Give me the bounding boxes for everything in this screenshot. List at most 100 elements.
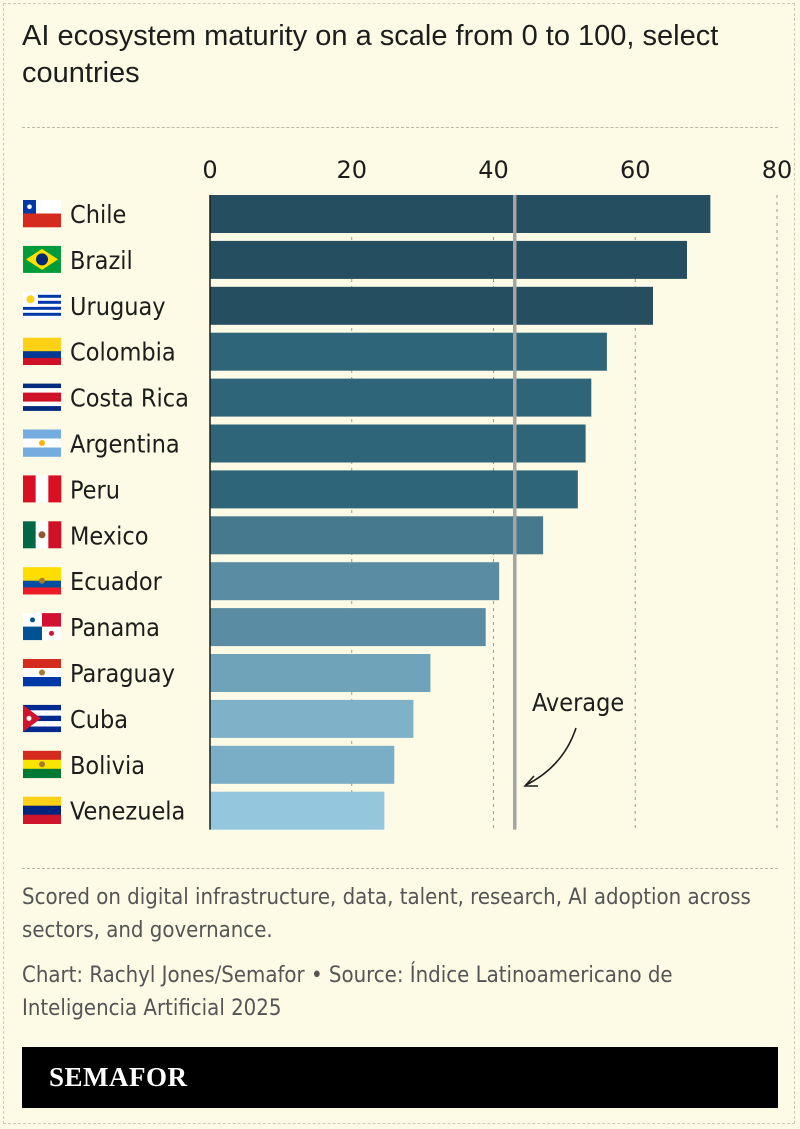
flag-emblem	[39, 440, 45, 446]
country-label: Chile	[70, 200, 126, 229]
flag-stripe	[23, 659, 61, 669]
flag-stripe	[23, 397, 61, 402]
bar-ecuador	[210, 562, 500, 601]
country-label: Argentina	[70, 430, 180, 459]
average-label: Average	[532, 688, 624, 717]
flag-quarter	[23, 626, 42, 641]
flag-peru-icon	[23, 475, 62, 503]
flag-stripe	[23, 429, 61, 439]
chart-description: Scored on digital infrastructure, data, …	[22, 885, 751, 943]
flag-chile-icon	[23, 200, 61, 228]
flag-stripe	[23, 726, 61, 733]
flag-triangle	[23, 704, 41, 732]
flag-stripe	[23, 291, 61, 295]
average-arrow-icon	[525, 727, 577, 786]
flag-stripe	[23, 814, 61, 824]
flag-stripe	[23, 750, 61, 761]
flag-stripe	[23, 805, 61, 815]
country-label: Panama	[70, 613, 160, 642]
flag-mexico-icon	[23, 521, 62, 549]
flag-stripe	[23, 401, 61, 407]
x-tick-label: 60	[620, 156, 651, 184]
flag-stripe	[35, 475, 49, 503]
bar-mexico	[210, 516, 544, 555]
chart-title: AI ecosystem maturity on a scale from 0 …	[22, 20, 719, 89]
bar-chart: 0 20 40 60 80 Chile Brazil Uruguay Colombia Costa…	[23, 156, 793, 830]
country-label: Bolivia	[70, 751, 145, 780]
flag-ecuador-icon	[23, 567, 61, 595]
flag-stripe	[23, 312, 61, 316]
flag-star	[30, 617, 35, 623]
arrowhead-icon	[523, 775, 538, 787]
flag-stripe	[23, 309, 61, 313]
bar-chile	[210, 195, 711, 233]
flag-cuba-icon	[23, 704, 61, 733]
bar-argentina	[210, 424, 586, 463]
flag-stripe	[23, 715, 61, 722]
chart-frame	[3, 3, 795, 1124]
flag-stripe	[23, 351, 61, 359]
bar-colombia	[210, 332, 607, 371]
flag-star	[26, 715, 32, 721]
flag-bolivia-icon	[23, 750, 61, 779]
flag-stripe	[23, 796, 61, 806]
flag-stripe	[23, 297, 61, 301]
flag-emblem	[39, 761, 45, 768]
flag-stripe	[23, 567, 61, 575]
x-tick-label: 80	[762, 156, 793, 184]
flag-stripe	[23, 710, 61, 716]
flag-stripe	[23, 573, 61, 581]
flag-brazil-icon	[23, 245, 61, 273]
country-label: Paraguay	[70, 659, 175, 688]
bar-costa-rica	[210, 378, 592, 417]
flag-emblem	[39, 577, 45, 584]
flag-stripe	[23, 677, 61, 687]
flag-colombia-icon	[23, 337, 61, 365]
bar-paraguay	[210, 654, 431, 692]
semafor-logo: SEMAFOR	[49, 1062, 188, 1092]
flag-paraguay-icon	[23, 659, 61, 687]
flag-star	[27, 204, 32, 209]
country-label: Costa Rica	[70, 384, 189, 413]
flag-stripe	[23, 337, 61, 345]
flag-stripe	[23, 768, 61, 779]
flag-stripe	[23, 306, 61, 310]
x-tick-label: 20	[336, 156, 367, 184]
bar-uruguay	[210, 286, 653, 325]
bar-venezuela	[210, 791, 385, 830]
flag-quarter	[42, 613, 61, 627]
flag-stripe	[23, 406, 61, 411]
divider	[22, 127, 778, 128]
flag-stripe	[48, 475, 62, 503]
flag-stripe	[23, 303, 61, 307]
flag-stripe	[23, 315, 61, 319]
flag-stripe	[23, 521, 36, 549]
flag-stripe	[23, 388, 61, 393]
country-label: Mexico	[70, 521, 149, 550]
bar-brazil	[210, 240, 687, 279]
flag-emblem	[38, 531, 46, 539]
country-label: Colombia	[70, 338, 176, 367]
flag-costa-rica-icon	[23, 383, 61, 411]
flag-argentina-icon	[23, 429, 61, 457]
country-label: Peru	[70, 475, 120, 504]
bar-cuba	[210, 699, 414, 738]
flag-stripe	[23, 587, 61, 595]
flag-stripe	[23, 383, 61, 389]
country-label: Uruguay	[70, 292, 166, 321]
country-label: Venezuela	[70, 797, 185, 826]
flag-venezuela-icon	[23, 796, 61, 824]
chart-credit: Chart: Rachyl Jones/Semafor • Source: Ín…	[22, 963, 673, 1021]
flag-stripe	[23, 357, 61, 365]
flag-sun	[26, 295, 35, 304]
divider	[22, 868, 778, 869]
flag-panama-icon	[23, 613, 61, 641]
flag-stripe	[23, 294, 61, 298]
flag-stripe	[23, 213, 61, 228]
bar-panama	[210, 608, 486, 647]
flag-uruguay-icon	[23, 291, 61, 319]
flag-stripe	[23, 721, 61, 727]
bar-peru	[210, 470, 578, 509]
bar-bolivia	[210, 745, 395, 784]
footer-bar: SEMAFOR	[22, 1047, 778, 1108]
